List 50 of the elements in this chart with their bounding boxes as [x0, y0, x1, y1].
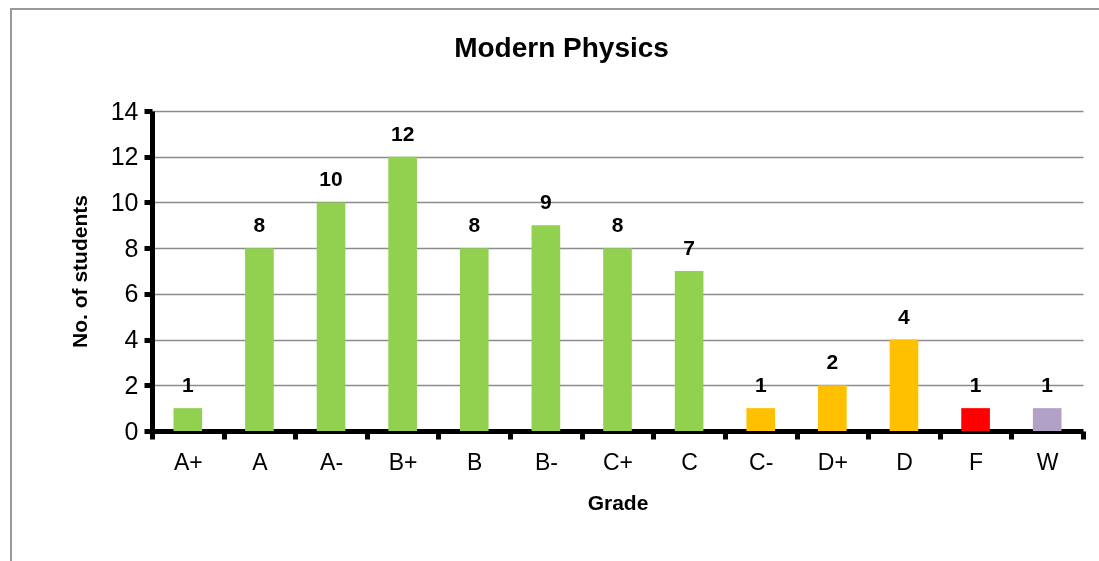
x-tick-label: C [681, 448, 698, 475]
x-tick-label: B+ [388, 448, 418, 475]
bar [388, 156, 417, 431]
data-label: 8 [468, 213, 481, 237]
y-tick-label: 14 [110, 96, 139, 125]
y-tick-label: 2 [124, 370, 139, 399]
x-tick-label: A- [320, 448, 344, 475]
bar [674, 271, 704, 431]
data-label: 7 [683, 236, 695, 259]
data-label: 8 [611, 213, 624, 237]
y-tick-label: 0 [124, 416, 139, 445]
data-label: 1 [754, 373, 767, 397]
x-tick-label: D+ [817, 448, 848, 475]
x-tick-label: A [252, 448, 269, 475]
y-tick-label: 8 [124, 233, 139, 262]
x-tick-label: C+ [602, 448, 634, 475]
bar [531, 225, 561, 431]
x-tick-label: A+ [173, 448, 203, 475]
bar [316, 202, 346, 431]
y-tick-label: 12 [110, 142, 139, 171]
bar [818, 385, 847, 431]
data-label: 1 [181, 373, 194, 397]
data-label: 8 [253, 213, 266, 237]
data-label: 12 [390, 121, 415, 145]
y-tick-label: 6 [124, 279, 139, 308]
data-label: 4 [898, 304, 911, 328]
bar [889, 339, 919, 431]
bar [245, 248, 274, 431]
x-tick-label: B [467, 448, 483, 475]
chart-title: Modern Physics [454, 32, 669, 63]
bar [746, 408, 776, 431]
bar [1032, 408, 1062, 431]
bar [459, 248, 489, 431]
bar [173, 408, 203, 431]
x-tick-label: C- [749, 448, 774, 475]
y-tick-label: 4 [124, 325, 139, 354]
x-tick-label: F [969, 448, 984, 475]
y-axis-title: No. of students [67, 195, 91, 348]
bar [603, 248, 632, 431]
y-tick-label: 10 [110, 187, 139, 216]
x-tick-label: D [896, 448, 913, 475]
bar [961, 408, 990, 431]
x-tick-label: B- [534, 448, 558, 475]
data-label: 9 [540, 190, 552, 214]
x-axis-title: Grade [587, 490, 649, 514]
data-label: 1 [1041, 373, 1054, 397]
x-tick-label: W [1036, 448, 1059, 475]
data-label: 10 [319, 167, 343, 191]
data-label: 1 [969, 373, 982, 397]
data-label: 2 [826, 350, 839, 374]
